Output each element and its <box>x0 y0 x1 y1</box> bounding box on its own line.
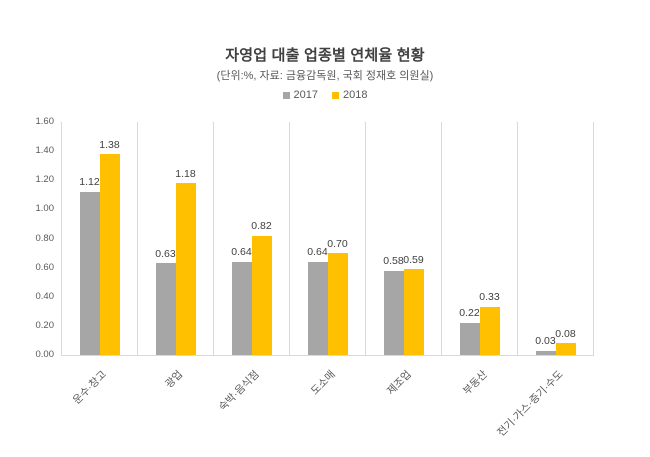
bar-2017 <box>231 261 252 355</box>
bar-2018 <box>175 183 196 355</box>
bar-with-label: 0.33 <box>479 291 500 355</box>
legend-label: 2018 <box>343 89 368 101</box>
y-axis-tick-label: 0.80 <box>35 232 55 244</box>
chart-title: 자영업 대출 업종별 연체율 현황 <box>225 47 425 64</box>
x-axis-category-label: 숙박·음식점 <box>216 368 262 414</box>
y-axis-tick-label: 1.60 <box>35 116 55 127</box>
x-axis-category-label: 도소매 <box>308 368 338 398</box>
y-axis-tick-label: 1.20 <box>35 174 55 186</box>
bar-with-label: 1.18 <box>175 167 196 355</box>
value-label: 0.08 <box>555 327 576 340</box>
y-axis-tick-label: 0.40 <box>35 290 55 302</box>
legend-label: 2017 <box>293 89 318 101</box>
value-label: 0.59 <box>403 253 424 266</box>
legend-swatch-icon <box>282 91 290 99</box>
bar-with-label: 0.70 <box>327 237 348 355</box>
bar-group: 0.64 0.70 <box>290 239 365 355</box>
bar-group: 0.58 0.59 <box>366 255 441 355</box>
bar-2018 <box>479 306 500 355</box>
plot-area: 1.12 1.38 운수·창고 0.63 1.18 광업 0.64 0.82 숙박·음식점 0.6… <box>61 122 594 439</box>
value-label: 0.64 <box>231 246 252 259</box>
legend-item-2017: 2017 <box>282 89 318 101</box>
value-label: 1.12 <box>79 176 100 189</box>
category-column: 0.63 1.18 광업 <box>138 122 214 391</box>
legend: 2017 2018 <box>0 89 650 101</box>
bar-2017 <box>383 270 404 355</box>
bar-2017 <box>535 350 556 355</box>
value-label: 1.18 <box>175 167 196 180</box>
x-axis-category-label: 운수·창고 <box>71 368 110 407</box>
legend-item-2018: 2018 <box>332 89 367 101</box>
legend-swatch-icon <box>332 91 339 99</box>
bar-with-label: 0.58 <box>383 255 404 355</box>
y-axis-tick-label: 0.60 <box>35 261 55 273</box>
bar-with-label: 0.59 <box>403 253 424 355</box>
category-column: 0.03 0.08 전기·가스·증기·수도 <box>495 122 594 439</box>
bar-2017 <box>155 263 176 355</box>
bar-2017 <box>307 261 328 355</box>
bar-with-label: 0.82 <box>251 220 272 355</box>
bar-2018 <box>403 269 424 355</box>
bar-2018 <box>99 154 120 355</box>
value-label: 0.22 <box>459 307 480 320</box>
bar-with-label: 0.08 <box>555 327 576 355</box>
category-column: 1.12 1.38 운수·창고 <box>62 122 138 407</box>
x-axis-category-label: 제조업 <box>384 368 414 398</box>
value-label: 0.58 <box>383 255 404 268</box>
category-column: 0.58 0.59 제조업 <box>366 122 442 397</box>
bar-group: 1.12 1.38 <box>62 140 137 355</box>
x-axis-category-label: 부동산 <box>460 368 490 398</box>
value-label: 0.03 <box>535 335 556 348</box>
category-column: 0.64 0.70 도소매 <box>290 122 366 397</box>
bar-2017 <box>459 322 480 355</box>
bar-2018 <box>251 235 272 355</box>
value-label: 0.63 <box>155 247 176 260</box>
x-axis-category-label: 광업 <box>163 368 186 391</box>
bar-with-label: 1.38 <box>99 138 120 355</box>
bar-group: 0.63 1.18 <box>138 169 213 355</box>
category-column: 0.22 0.33 부동산 <box>442 122 518 397</box>
y-axis-tick-label: 1.00 <box>35 203 55 215</box>
y-axis-tick-label: 0.20 <box>35 319 55 331</box>
x-axis-category-label: 전기·가스·증기·수도 <box>494 368 566 439</box>
bar-2018 <box>327 253 348 355</box>
bar-2017 <box>79 191 100 355</box>
value-label: 0.70 <box>327 237 348 250</box>
bar-with-label: 0.22 <box>459 307 480 355</box>
bar-with-label: 0.03 <box>535 335 556 355</box>
value-label: 1.38 <box>99 138 120 151</box>
chart-subtitle: (단위:%, 자료: 금융감독원, 국회 정재호 의원실) <box>216 70 434 82</box>
bar-group: 0.22 0.33 <box>442 292 517 355</box>
value-label: 0.82 <box>251 220 272 233</box>
category-column: 0.64 0.82 숙박·음식점 <box>214 122 290 414</box>
y-axis: 0.00 0.20 0.40 0.60 0.80 1.00 1.20 1.40 1.60 <box>0 117 55 360</box>
bar-group: 0.03 0.08 <box>518 329 593 355</box>
y-axis-tick-label: 0.00 <box>35 349 55 360</box>
bar-with-label: 0.64 <box>307 246 328 355</box>
bar-group: 0.64 0.82 <box>214 221 289 355</box>
bar-with-label: 1.12 <box>79 176 100 355</box>
y-axis-tick-label: 1.40 <box>35 145 55 157</box>
value-label: 0.33 <box>479 291 500 304</box>
value-label: 0.64 <box>307 246 328 259</box>
bar-with-label: 0.63 <box>155 247 176 355</box>
bar-2018 <box>555 343 576 355</box>
bar-with-label: 0.64 <box>231 246 252 355</box>
